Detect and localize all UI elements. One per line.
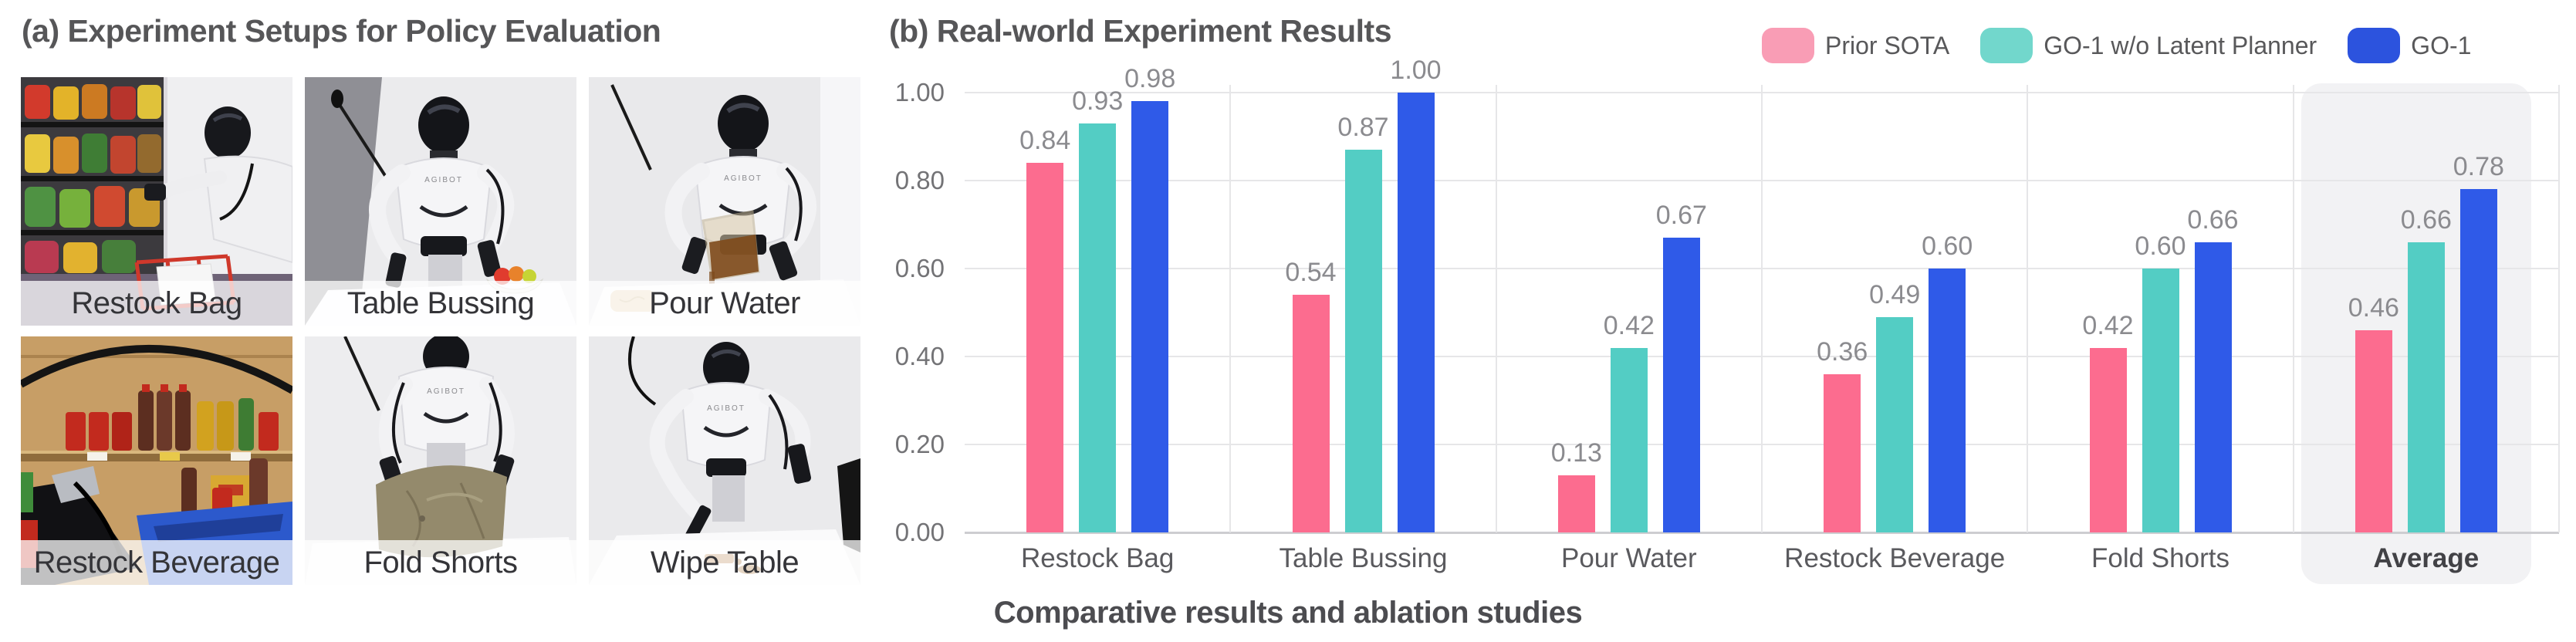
bar-go-1-w-o-latent-planner [1344,150,1382,532]
bar-go-1 [1929,269,1966,532]
bar-go-1-w-o-latent-planner [1079,123,1117,532]
legend-label: GO-1 [2411,31,2472,59]
svg-text:AGIBOT: AGIBOT [424,176,463,184]
photo-label-strip: Restock Bag [21,281,292,326]
legend-swatch-icon [1980,28,2033,63]
y-axis-tick-label: 0.80 [894,166,945,194]
photo-wipe-table: AGIBOT Wipe Table [589,336,860,585]
bar-go-1 [2194,242,2232,532]
photo-label: Table Bussing [347,286,535,320]
y-axis-tick-label: 0.00 [894,518,945,546]
y-axis-tick-label: 0.20 [894,430,945,458]
y-axis-tick-label: 1.00 [894,78,945,106]
category-label: Restock Bag [1020,543,1175,573]
bar-value-label: 0.42 [1603,310,1655,340]
bar-go-1-w-o-latent-planner [2407,242,2445,532]
chart-legend: Prior SOTA GO-1 w/o Latent Planner GO-1 [1762,28,2471,63]
photo-label: Wipe Table [650,545,800,579]
bar-go-1-w-o-latent-planner [2142,269,2179,532]
legend-swatch-icon [1762,28,1814,63]
photo-fold-shorts: AGIBOT Fold Shorts [305,336,576,585]
legend-item: GO-1 [2348,28,2471,63]
legend-label: GO-1 w/o Latent Planner [2044,31,2317,59]
bar-prior-sota [1026,163,1064,532]
group-separator-line [2292,85,2294,532]
bar-value-label: 0.66 [2400,204,2452,235]
bar-go-1 [1662,238,1700,532]
robot: AGIBOT [369,96,515,299]
category-label: Pour Water [1560,543,1697,573]
photo-table-bussing: AGIBOT Table Bussing [305,77,576,326]
legend-item: Prior SOTA [1762,28,1949,63]
group-separator-line [2558,85,2560,532]
y-axis-tick-label: 0.60 [894,254,945,282]
snack-bags [25,84,161,273]
bar-value-label: 1.00 [1390,56,1442,85]
y-axis-tick-label: 0.40 [894,342,945,370]
photo-pour-water: AGIBOT Pour Water [589,77,860,326]
bar-go-1-w-o-latent-planner [1610,347,1648,532]
group-separator-line [1229,85,1232,532]
figure-caption: Comparative results and ablation studies [993,596,1583,630]
robot: AGIBOT [649,342,812,546]
bar-value-label: 0.87 [1337,113,1389,143]
bar-prior-sota [2089,347,2127,532]
bar-value-label: 0.84 [1019,126,1071,156]
bar-value-label: 0.36 [1817,336,1868,367]
bar-prior-sota [1824,373,1861,532]
bar-value-label: 0.93 [1072,86,1124,116]
bar-go-1 [2459,189,2497,532]
group-separator-line [2027,85,2029,532]
bar-value-label: 0.49 [1869,279,1921,309]
category-label: Restock Beverage [1784,543,2006,573]
bar-prior-sota [2355,329,2392,532]
bar-go-1 [1131,101,1169,532]
photo-restock-bag: Restock Bag [21,77,292,326]
category-label: Table Bussing [1279,543,1448,573]
svg-text:AGIBOT: AGIBOT [724,174,762,183]
photo-label: Pour Water [649,286,800,320]
photo-label-strip: Fold Shorts [305,540,576,585]
photo-label: Restock Beverage [33,545,280,579]
panel-b-title: (b) Real-world Experiment Results [889,13,1392,49]
photo-label-strip: Restock Beverage [21,540,292,585]
gridline [965,532,2559,534]
bar-prior-sota [1292,295,1330,532]
photo-restock-beverage: Restock Beverage [21,336,292,585]
bar-value-label: 0.42 [2082,310,2134,340]
bar-go-1-w-o-latent-planner [1876,316,1914,532]
legend-swatch-icon [2348,28,2401,63]
group-separator-line [1761,85,1763,532]
robot [144,106,292,264]
bar-value-label: 0.54 [1285,258,1337,288]
photo-label: Restock Bag [71,286,242,320]
bar-prior-sota [1557,475,1595,532]
bar-value-label: 0.66 [2187,204,2239,235]
bar-value-label: 0.78 [2453,152,2504,182]
photo-label: Fold Shorts [363,545,518,579]
svg-text:AGIBOT: AGIBOT [707,404,745,413]
group-separator-line [1495,85,1497,532]
photo-label-strip: Table Bussing [305,281,576,326]
panel-a-title: (a) Experiment Setups for Policy Evaluat… [22,13,661,49]
legend-item: GO-1 w/o Latent Planner [1980,28,2317,63]
category-label: Fold Shorts [2091,543,2229,573]
photo-label-strip: Pour Water [589,281,860,326]
svg-text:AGIBOT: AGIBOT [427,387,465,396]
photo-label-strip: Wipe Table [589,540,860,585]
category-label: Average [2373,543,2480,573]
bar-value-label: 0.13 [1550,438,1602,468]
shorts [376,465,507,558]
bar-value-label: 0.67 [1655,201,1707,231]
bar-value-label: 0.60 [1922,231,1973,261]
legend-label: Prior SOTA [1825,31,1950,59]
bar-value-label: 0.98 [1124,64,1176,94]
bar-go-1 [1397,93,1435,532]
bar-value-label: 0.46 [2348,292,2399,323]
bar-value-label: 0.60 [2135,231,2186,261]
